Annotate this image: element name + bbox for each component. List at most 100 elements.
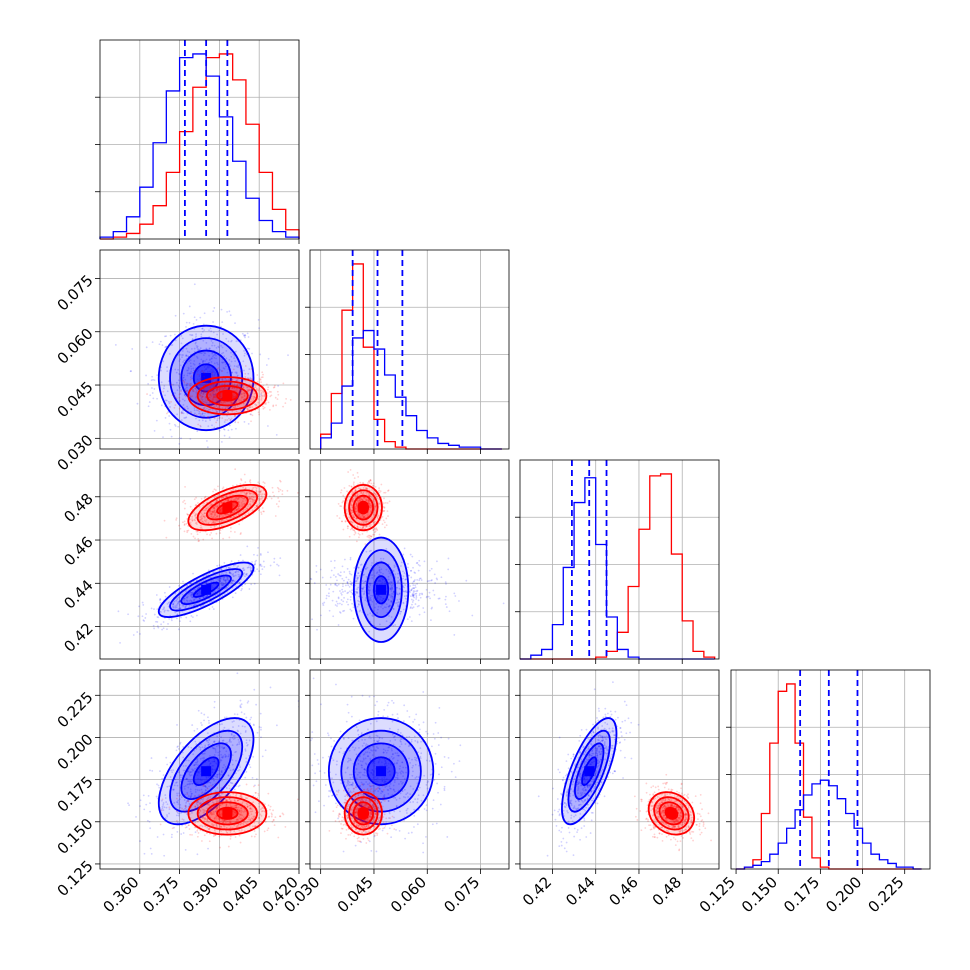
scatter-point [238, 576, 241, 578]
scatter-point [418, 559, 421, 562]
scatter-point [188, 321, 191, 324]
scatter-point [248, 396, 251, 399]
scatter-point [391, 597, 394, 600]
scatter-point [183, 507, 186, 510]
scatter-point [244, 379, 247, 382]
scatter-point [261, 395, 264, 397]
scatter-point [388, 500, 391, 503]
scatter-point [164, 417, 167, 419]
scatter-point [259, 554, 262, 556]
scatter-point [197, 379, 200, 382]
scatter-point [172, 603, 175, 606]
scatter-point [374, 606, 376, 609]
scatter-point [211, 510, 214, 513]
scatter-point [202, 361, 204, 363]
scatter-point [369, 479, 372, 482]
scatter-point [217, 485, 219, 488]
scatter-point [244, 492, 247, 495]
scatter-point [212, 385, 215, 388]
scatter-point [321, 576, 324, 579]
scatter-point [359, 481, 362, 484]
scatter-point [179, 353, 182, 356]
scatter-point [205, 347, 208, 350]
scatter-point [161, 777, 164, 780]
scatter-point [230, 489, 233, 492]
scatter-point [235, 497, 238, 499]
scatter-point [248, 395, 251, 397]
scatter-point [175, 599, 178, 602]
scatter-point [419, 592, 421, 595]
scatter-point [220, 401, 223, 404]
scatter-point [234, 395, 237, 398]
scatter-point [189, 591, 192, 594]
scatter-point [247, 347, 249, 350]
scatter-point [189, 362, 192, 365]
scatter-point [349, 528, 352, 531]
scatter-point [348, 570, 351, 573]
scatter-point [332, 590, 335, 593]
scatter-point [157, 784, 160, 787]
scatter-point [194, 412, 196, 415]
scatter-point [322, 604, 325, 606]
scatter-point [211, 392, 214, 394]
scatter-point [208, 394, 211, 396]
scatter-point [383, 502, 385, 504]
scatter-point [209, 408, 212, 411]
scatter-point [162, 621, 165, 623]
scatter-point [189, 395, 192, 398]
scatter-point [400, 561, 403, 564]
scatter-point [222, 578, 225, 581]
scatter-point [408, 616, 411, 618]
scatter-point [213, 373, 216, 376]
scatter-point [235, 509, 238, 512]
scatter-point [216, 368, 219, 370]
scatter-point [265, 402, 267, 404]
scatter-point [398, 592, 401, 595]
scatter-point [392, 591, 395, 594]
scatter-point [246, 403, 249, 406]
scatter-point [224, 387, 226, 390]
scatter-point [249, 482, 252, 484]
scatter-point [387, 598, 390, 601]
scatter-point [323, 601, 326, 604]
scatter-point [193, 363, 196, 366]
scatter-point [195, 344, 198, 347]
scatter-point [184, 597, 186, 600]
scatter-point [192, 535, 195, 538]
scatter-point [212, 331, 215, 334]
scatter-point [162, 608, 164, 611]
scatter-point [264, 749, 267, 752]
scatter-point [402, 602, 405, 605]
scatter-point [353, 533, 356, 536]
scatter-point [219, 509, 222, 512]
scatter-point [392, 590, 395, 593]
scatter-point [178, 443, 181, 445]
scatter-point [204, 401, 207, 404]
scatter-point [340, 603, 343, 606]
scatter-point [192, 598, 195, 601]
scatter-point [273, 494, 275, 497]
scatter-point [168, 586, 171, 588]
scatter-point [216, 406, 219, 409]
scatter-point [212, 396, 215, 399]
scatter-point [228, 310, 231, 313]
scatter-point [260, 397, 263, 399]
scatter-point [213, 509, 216, 512]
scatter-point [398, 582, 400, 584]
scatter-point [366, 566, 369, 569]
scatter-point [325, 594, 328, 597]
scatter-point [379, 580, 382, 583]
scatter-point [211, 587, 213, 590]
scatter-point [246, 332, 249, 335]
scatter-point [203, 366, 206, 368]
scatter-point [151, 387, 153, 389]
scatter-point [251, 776, 254, 779]
scatter-point [114, 344, 117, 346]
scatter-point [411, 607, 414, 610]
scatter-point [226, 513, 228, 516]
scatter-point [266, 425, 269, 427]
scatter-point [213, 395, 216, 398]
scatter-point [258, 499, 261, 501]
scatter-point [259, 491, 262, 493]
scatter-point [235, 384, 238, 387]
